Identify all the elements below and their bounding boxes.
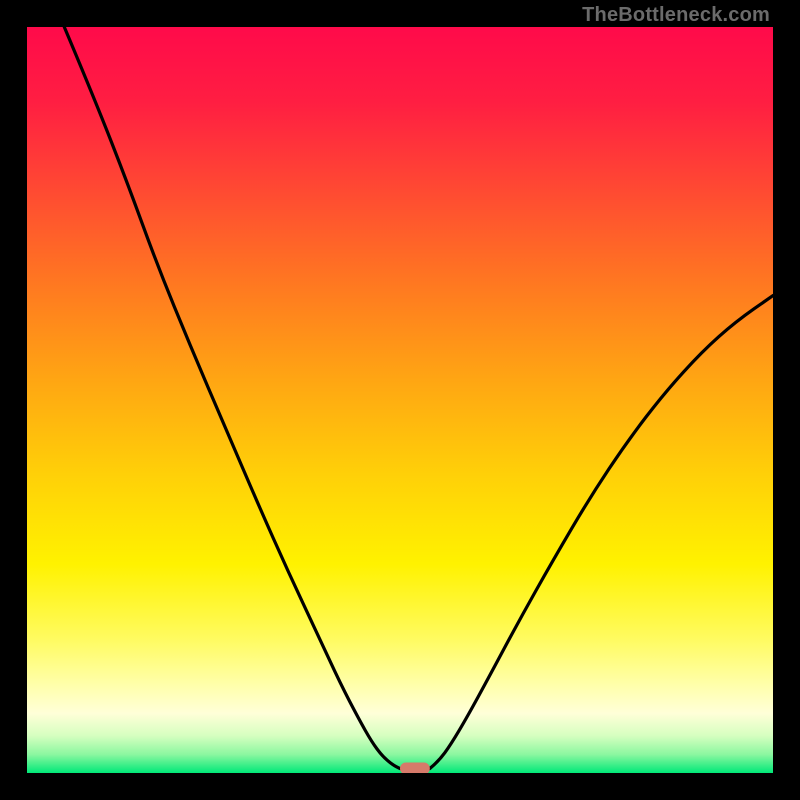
bottleneck-curve — [27, 27, 773, 773]
curve-left-branch — [64, 27, 400, 769]
chart-frame: TheBottleneck.com — [0, 0, 800, 800]
watermark-text: TheBottleneck.com — [582, 4, 770, 27]
curve-right-branch — [430, 296, 773, 769]
plot-area — [27, 27, 773, 773]
trough-marker — [400, 763, 430, 773]
